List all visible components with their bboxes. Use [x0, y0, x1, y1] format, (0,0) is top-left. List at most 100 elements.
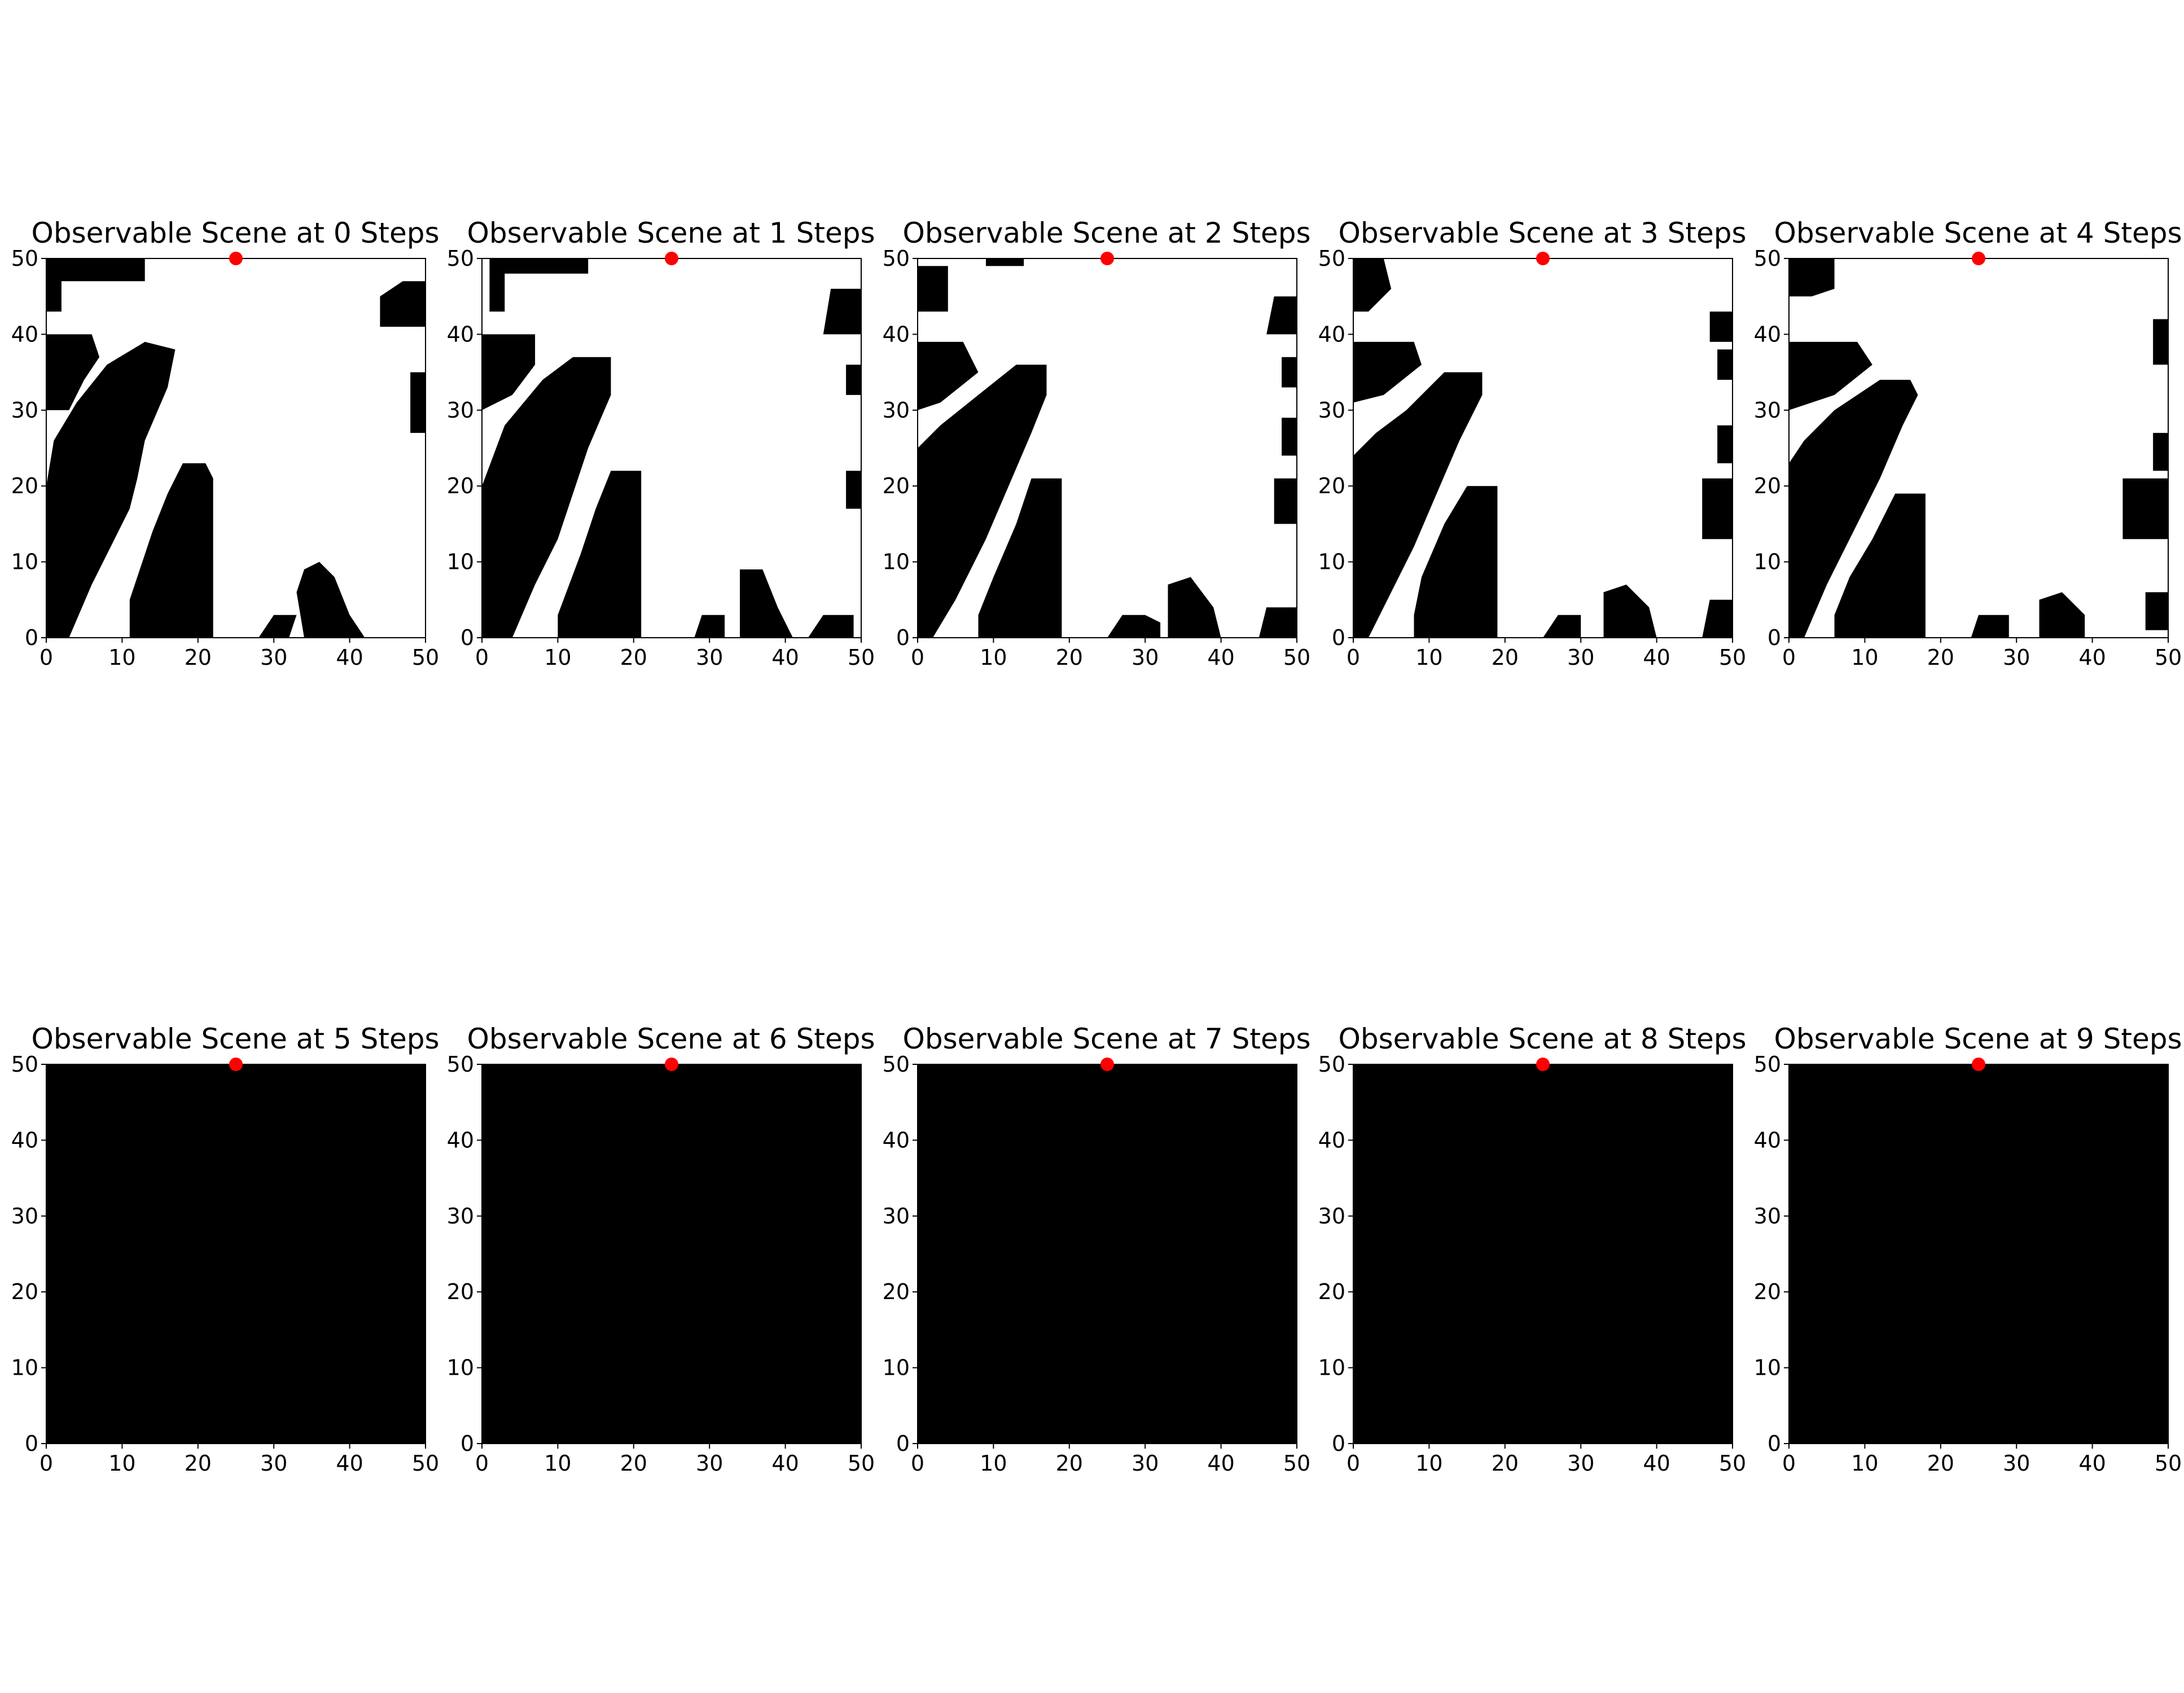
agent-marker — [665, 252, 678, 265]
x-tick-label: 50 — [412, 1451, 439, 1476]
x-tick-label: 10 — [1851, 1451, 1878, 1476]
obstacle-region — [482, 334, 536, 410]
obstacle-region — [1353, 258, 1392, 312]
y-tick-label: 50 — [447, 1052, 474, 1077]
y-tick-label: 30 — [1318, 1204, 1345, 1229]
obstacle-region — [1789, 258, 1835, 297]
y-tick-label: 50 — [1754, 246, 1781, 271]
x-tick-label: 0 — [1347, 645, 1360, 670]
obstacle-region — [694, 615, 725, 638]
x-tick-label: 50 — [848, 645, 875, 670]
x-tick-label: 0 — [475, 645, 489, 670]
obstacle-region — [1717, 349, 1733, 380]
x-tick-label: 20 — [1492, 1451, 1519, 1476]
obstacle-region — [489, 258, 589, 312]
y-tick-label: 10 — [1318, 1356, 1345, 1380]
y-tick-label: 30 — [11, 398, 38, 423]
subplot-step-7: Observable Scene at 7 Steps 0 10 20 30 40 50 0… — [883, 1025, 1311, 1476]
y-tick-label: 10 — [1754, 1356, 1781, 1380]
obstacle-region — [1834, 493, 1926, 638]
y-tick-label: 40 — [11, 1128, 38, 1152]
x-tick-label: 20 — [1056, 1451, 1083, 1476]
obstacle-region — [1702, 599, 1733, 638]
obstacle-region-full — [1789, 1064, 2168, 1444]
y-tick-label: 50 — [447, 246, 474, 271]
y-tick-label: 40 — [883, 322, 910, 347]
x-tick-label: 10 — [980, 1451, 1007, 1476]
obstacle-region — [2145, 592, 2168, 630]
agent-marker — [1972, 1058, 1985, 1071]
y-tick-label: 20 — [11, 473, 38, 498]
y-tick-label: 30 — [447, 398, 474, 423]
x-tick-label: 20 — [1927, 1451, 1954, 1476]
scene-plot: 0 10 20 30 40 50 0 10 20 30 40 50 — [1318, 246, 1747, 670]
y-tick-label: 0 — [1332, 1431, 1345, 1456]
obstacle-region — [1282, 357, 1297, 388]
agent-marker — [229, 1058, 243, 1071]
y-tick-label: 20 — [1318, 473, 1345, 498]
obstacle-region — [986, 258, 1024, 266]
x-tick-label: 40 — [2078, 645, 2106, 670]
y-tick-label: 50 — [1754, 1052, 1781, 1077]
subplot-step-0: Observable Scene at 0 Steps 0 10 20 30 40 50 0… — [11, 219, 440, 670]
x-tick-label: 10 — [108, 1451, 135, 1476]
scene-plot: 0 10 20 30 40 50 0 10 20 30 40 50 — [883, 246, 1311, 670]
agent-marker — [665, 1058, 678, 1071]
y-tick-label: 20 — [447, 1279, 474, 1304]
y-tick-label: 20 — [1754, 1279, 1781, 1304]
x-tick-label: 0 — [1347, 1451, 1360, 1476]
obstacle-region — [2153, 319, 2168, 365]
y-tick-label: 40 — [1754, 1128, 1781, 1152]
scene-plot: 0 10 20 30 40 50 0 10 20 30 40 50 — [1754, 246, 2182, 670]
x-tick-label: 40 — [1207, 1451, 1234, 1476]
y-tick-label: 0 — [896, 625, 910, 650]
obstacle-region — [46, 334, 100, 410]
obstacle-region — [1107, 615, 1161, 638]
obstacle-region — [1353, 341, 1422, 403]
x-tick-label: 50 — [2155, 1451, 2182, 1476]
x-tick-label: 20 — [620, 1451, 647, 1476]
obstacle-region — [1789, 341, 1872, 410]
x-tick-label: 0 — [1782, 645, 1796, 670]
obstacle-region — [846, 471, 861, 509]
obstacle-region — [2122, 478, 2168, 540]
obstacle-region — [558, 471, 642, 638]
x-tick-label: 50 — [1719, 645, 1746, 670]
y-tick-label: 40 — [883, 1128, 910, 1152]
x-tick-label: 10 — [544, 1451, 571, 1476]
obstacle-region — [740, 569, 793, 638]
subplot-step-1: Observable Scene at 1 Steps 0 10 20 30 40 50 0… — [447, 219, 875, 670]
x-tick-label: 10 — [544, 645, 571, 670]
y-tick-label: 10 — [1318, 550, 1345, 574]
obstacle-region — [46, 341, 176, 638]
x-tick-label: 0 — [475, 1451, 489, 1476]
y-tick-label: 30 — [447, 1204, 474, 1229]
agent-marker — [1100, 252, 1114, 265]
obstacle-region — [2039, 592, 2085, 638]
y-tick-label: 10 — [11, 550, 38, 574]
obstacle-region — [482, 357, 611, 638]
y-tick-label: 40 — [1318, 1128, 1345, 1152]
y-tick-label: 10 — [1754, 550, 1781, 574]
y-tick-label: 0 — [25, 625, 38, 650]
y-tick-label: 30 — [1754, 1204, 1781, 1229]
x-tick-label: 20 — [620, 645, 647, 670]
obstacle-region — [1266, 296, 1297, 335]
y-tick-label: 10 — [447, 1356, 474, 1380]
subplot-title: Observable Scene at 6 Steps — [467, 1023, 875, 1055]
obstacle-region — [2153, 433, 2168, 471]
scene-plot: 0 10 20 30 40 50 0 10 20 30 40 50 — [1754, 1052, 2182, 1476]
x-tick-label: 50 — [1283, 645, 1310, 670]
obstacle-region — [1709, 312, 1733, 342]
subplot-step-2: Observable Scene at 2 Steps 0 10 20 30 40 50 0… — [883, 219, 1311, 670]
y-tick-label: 20 — [1318, 1279, 1345, 1304]
y-tick-label: 20 — [1754, 473, 1781, 498]
x-tick-label: 50 — [412, 645, 439, 670]
y-tick-label: 40 — [11, 322, 38, 347]
subplot-title: Observable Scene at 3 Steps — [1338, 217, 1747, 249]
subplot-step-6: Observable Scene at 6 Steps 0 10 20 30 40 50 0… — [447, 1025, 875, 1476]
obstacle-region — [808, 615, 854, 638]
y-tick-label: 30 — [1754, 398, 1781, 423]
y-tick-label: 0 — [1332, 625, 1345, 650]
